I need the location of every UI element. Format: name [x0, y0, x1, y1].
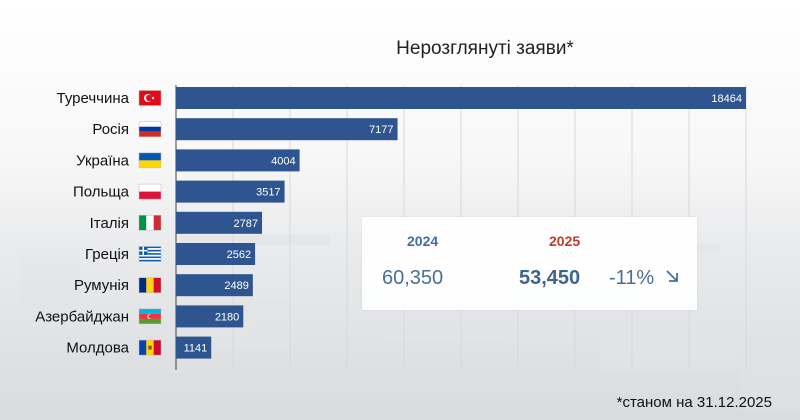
bar-value-label: 2489: [224, 280, 248, 292]
change-percent: -11%: [609, 267, 680, 290]
bar-value-label: 4004: [271, 155, 295, 167]
bar: [176, 87, 746, 109]
country-label: Італія: [90, 215, 129, 232]
country-label: Росія: [92, 121, 129, 138]
poland-flag-icon: [138, 183, 162, 200]
bar-value-label: 18464: [711, 93, 742, 105]
value-2025: 53,450: [519, 267, 581, 289]
turkey-flag-icon: [138, 90, 162, 106]
arrow-down-right-icon: [666, 270, 678, 282]
greece-flag-icon: [138, 246, 162, 262]
year-2025-label: 2025: [549, 233, 581, 249]
russia-flag-icon: [138, 121, 162, 137]
bar: [176, 180, 285, 203]
summary-box: 2024 2025 60,350 53,450 -11%: [362, 217, 697, 310]
romania-flag-icon: [138, 277, 162, 293]
italy-flag-icon: [138, 215, 162, 231]
bar-value-label: 3517: [256, 187, 280, 199]
country-label: Україна: [76, 152, 130, 169]
bar: [176, 274, 253, 297]
country-label: Греція: [85, 246, 129, 263]
change-value: -11%: [609, 267, 655, 289]
bar: [176, 336, 212, 359]
country-label: Молдова: [66, 340, 129, 357]
year-2024-label: 2024: [407, 233, 439, 249]
country-label: Азербайджан: [35, 308, 129, 325]
bar: [176, 118, 398, 141]
footnote: *станом на 31.12.2025: [616, 394, 772, 411]
country-label: Польща: [73, 184, 130, 201]
bar: [176, 243, 256, 265]
moldova-flag-icon: [138, 339, 162, 356]
value-2024: 60,350: [382, 267, 444, 289]
country-label: Туреччина: [57, 90, 130, 107]
bar: [176, 149, 300, 172]
bar-value-label: 1141: [184, 343, 208, 355]
bar-value-label: 2787: [234, 218, 258, 230]
bar: [176, 305, 244, 328]
bar-value-label: 2562: [227, 249, 251, 261]
azerbaijan-flag-icon: [138, 308, 162, 325]
country-label: Румунія: [74, 277, 129, 294]
chart-title: Нерозглянуті заяви*: [396, 38, 574, 59]
bar: [176, 211, 263, 234]
ukraine-flag-icon: [138, 152, 162, 169]
bar-value-label: 2180: [215, 311, 239, 323]
bar-value-label: 7177: [369, 124, 393, 136]
